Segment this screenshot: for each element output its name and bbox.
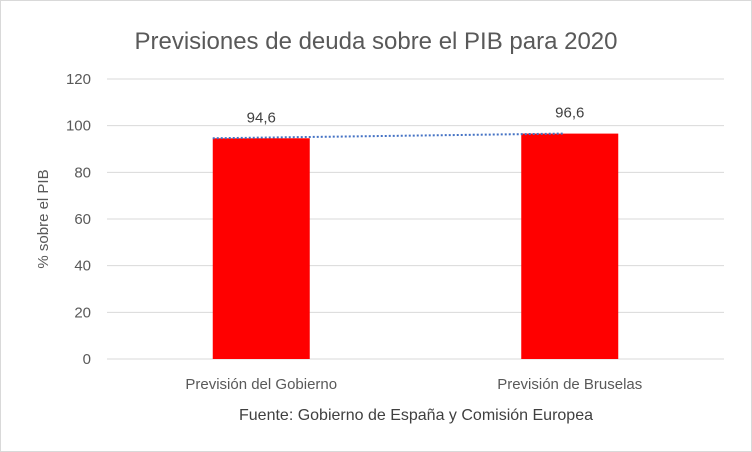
y-tick-label: 80: [74, 164, 91, 181]
x-category-label: Previsión del Gobierno: [185, 376, 337, 393]
source-note: Fuente: Gobierno de España y Comisión Eu…: [239, 407, 593, 424]
y-tick-label: 20: [74, 304, 91, 321]
y-tick-label: 40: [74, 258, 91, 275]
chart-title: Previsiones de deuda sobre el PIB para 2…: [135, 28, 618, 55]
trendline-group: [212, 132, 564, 140]
y-tick-label: 100: [66, 118, 91, 135]
data-labels: 94,6 96,6: [247, 105, 585, 127]
bar: [212, 138, 310, 359]
y-tick-label: 120: [66, 71, 91, 88]
data-label: 96,6: [555, 105, 584, 122]
gridlines: [107, 78, 724, 360]
trendline: [212, 132, 564, 140]
y-tick-label: 0: [83, 351, 91, 368]
bars: [212, 133, 619, 359]
data-label: 94,6: [247, 109, 276, 126]
bar: [521, 133, 619, 359]
y-axis-ticks: 0 20 40 60 80 100 120: [66, 71, 91, 368]
x-category-label: Previsión de Bruselas: [497, 376, 642, 393]
y-tick-label: 60: [74, 211, 91, 228]
y-axis-label: % sobre el PIB: [35, 169, 52, 268]
x-axis-categories: Previsión del Gobierno Previsión de Bruse…: [185, 376, 642, 393]
